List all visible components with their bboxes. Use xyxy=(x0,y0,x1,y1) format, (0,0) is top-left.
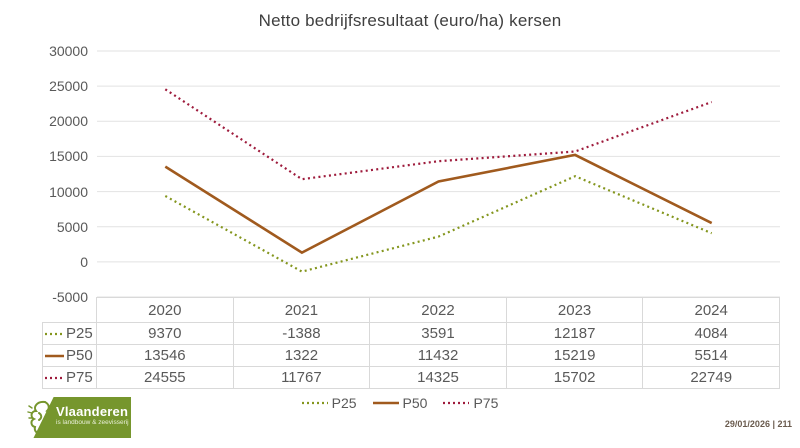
logo-subtitle: is landbouw & zeevisserij xyxy=(56,419,129,426)
table-value-cell: 3591 xyxy=(370,323,507,345)
y-axis-tick-label: 0 xyxy=(80,253,88,270)
vlaanderen-logo: Vlaanderen is landbouw & zeevisserij xyxy=(25,397,131,438)
series-line-p50 xyxy=(164,153,713,255)
p50-solid-line-icon xyxy=(372,401,399,405)
legend-item-p75: P75 xyxy=(443,395,498,411)
data-table: 2020 2021 2022 2023 2024 P25 9370 -1388 3591 1218… xyxy=(42,297,780,389)
table-value-cell: 12187 xyxy=(506,323,644,345)
legend-label: P75 xyxy=(473,395,499,411)
table-value-cell: -1388 xyxy=(233,323,371,345)
p25-dotted-line-icon xyxy=(45,332,64,335)
p25-dotted-line-icon xyxy=(301,401,328,405)
table-value-cell: 24555 xyxy=(97,367,234,389)
y-axis-tick-label: 5000 xyxy=(56,218,88,235)
table-value-cell: 11767 xyxy=(233,367,371,389)
table-value-cell: 1322 xyxy=(233,345,371,367)
logo-title: Vlaanderen xyxy=(56,404,129,419)
y-axis-tick-label: 30000 xyxy=(49,43,88,59)
table-year-header: 2024 xyxy=(643,297,780,323)
legend-label: P25 xyxy=(331,395,357,411)
series-line-p75 xyxy=(164,88,713,181)
y-axis-labels: 30000 25000 20000 15000 10000 5000 0 -5000 xyxy=(28,0,88,320)
date-note: 29/01/2026 | 211 xyxy=(724,419,792,429)
table-year-header: 2023 xyxy=(506,297,644,323)
table-value-cell: 15702 xyxy=(506,367,644,389)
p75-dotted-line-icon xyxy=(45,376,64,379)
legend-item-p50: P50 xyxy=(372,395,428,411)
table-year-header: 2020 xyxy=(97,297,234,323)
y-axis-tick-label: 15000 xyxy=(49,148,88,165)
chart-legend: P25 P50 P75 xyxy=(0,394,800,412)
chart-title: Netto bedrijfsresultaat (euro/ha) kersen xyxy=(258,11,562,30)
table-value-cell: 4084 xyxy=(643,323,780,345)
table-value-cell: 5514 xyxy=(643,345,780,367)
p75-dotted-line-icon xyxy=(443,401,470,405)
y-axis-tick-label: 20000 xyxy=(49,113,88,130)
table-series-key-p50: P50 xyxy=(42,345,97,367)
series-name-label: P25 xyxy=(66,325,93,342)
logo-text: Vlaanderen is landbouw & zeevisserij xyxy=(56,404,129,427)
table-year-header: 2021 xyxy=(233,297,371,323)
y-axis-tick-label: 25000 xyxy=(49,78,88,95)
series-line-p25 xyxy=(164,175,713,273)
table-value-cell: 11432 xyxy=(370,345,507,367)
table-corner-cell xyxy=(42,297,97,323)
p50-solid-line-icon xyxy=(45,354,64,357)
legend-label: P50 xyxy=(402,395,428,411)
table-value-cell: 22749 xyxy=(643,367,780,389)
table-series-key-p75: P75 xyxy=(42,367,97,389)
table-value-cell: 14325 xyxy=(370,367,507,389)
y-axis-tick-label: 10000 xyxy=(49,183,88,200)
flemish-lion-icon xyxy=(27,400,51,435)
table-value-cell: 13546 xyxy=(97,345,234,367)
table-value-cell: 9370 xyxy=(97,323,234,345)
table-series-key-p25: P25 xyxy=(42,323,97,345)
table-year-header: 2022 xyxy=(370,297,507,323)
table-value-cell: 15219 xyxy=(506,345,644,367)
series-name-label: P75 xyxy=(66,369,93,386)
series-name-label: P50 xyxy=(66,347,93,364)
legend-item-p25: P25 xyxy=(301,395,357,411)
y-axis-tick-label: -5000 xyxy=(52,289,88,305)
